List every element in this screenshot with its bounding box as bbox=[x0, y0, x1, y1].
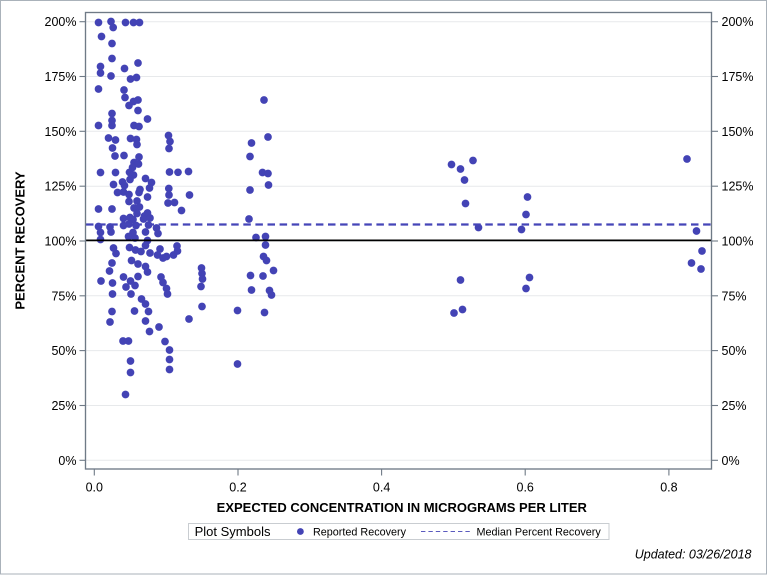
svg-text:125%: 125% bbox=[45, 180, 77, 194]
svg-text:0.6: 0.6 bbox=[517, 481, 534, 495]
svg-text:175%: 175% bbox=[722, 70, 754, 84]
svg-text:50%: 50% bbox=[51, 344, 76, 358]
svg-text:Updated: 03/26/2018: Updated: 03/26/2018 bbox=[635, 548, 752, 562]
svg-text:150%: 150% bbox=[45, 125, 77, 139]
svg-text:75%: 75% bbox=[51, 289, 76, 303]
svg-text:175%: 175% bbox=[45, 70, 77, 84]
svg-text:Median Percent Recovery: Median Percent Recovery bbox=[477, 527, 602, 539]
svg-text:25%: 25% bbox=[722, 399, 747, 413]
svg-text:100%: 100% bbox=[722, 235, 754, 249]
svg-text:0.8: 0.8 bbox=[660, 481, 677, 495]
svg-text:25%: 25% bbox=[51, 399, 76, 413]
svg-text:125%: 125% bbox=[722, 180, 754, 194]
svg-text:75%: 75% bbox=[722, 289, 747, 303]
svg-text:0.0: 0.0 bbox=[86, 481, 103, 495]
svg-text:0.4: 0.4 bbox=[373, 481, 390, 495]
svg-text:0%: 0% bbox=[58, 454, 76, 468]
svg-text:EXPECTED CONCENTRATION IN MICR: EXPECTED CONCENTRATION IN MICROGRAMS PER… bbox=[217, 500, 588, 515]
svg-text:0.2: 0.2 bbox=[229, 481, 246, 495]
svg-text:200%: 200% bbox=[45, 15, 77, 29]
svg-text:200%: 200% bbox=[722, 15, 754, 29]
svg-text:0%: 0% bbox=[722, 454, 740, 468]
svg-text:Reported Recovery: Reported Recovery bbox=[313, 527, 407, 539]
svg-text:50%: 50% bbox=[722, 344, 747, 358]
svg-text:PERCENT RECOVERY: PERCENT RECOVERY bbox=[13, 171, 28, 310]
svg-text:Plot Symbols: Plot Symbols bbox=[195, 524, 271, 539]
svg-text:150%: 150% bbox=[722, 125, 754, 139]
svg-text:100%: 100% bbox=[45, 235, 77, 249]
